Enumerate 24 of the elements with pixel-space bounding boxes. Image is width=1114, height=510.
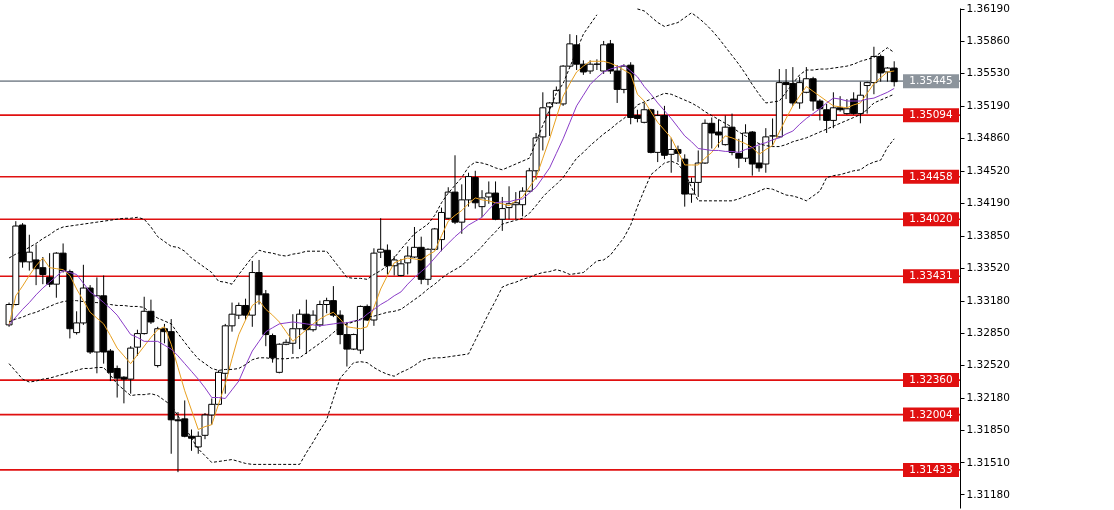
y-tick-label: 1.33850	[966, 229, 1010, 242]
ref-line-label: 1.35445	[909, 74, 953, 87]
ref-line-label: 1.32004	[909, 407, 954, 420]
y-tick-label: 1.31180	[966, 487, 1010, 500]
ref-line-label: 1.34458	[909, 169, 953, 182]
y-tick-label: 1.31510	[966, 455, 1010, 468]
y-tick-label: 1.35530	[966, 66, 1010, 79]
ref-line-label: 1.35094	[909, 108, 954, 121]
ref-line-label: 1.34020	[909, 212, 953, 225]
y-tick-label: 1.31850	[966, 423, 1010, 436]
y-tick-label: 1.33520	[966, 261, 1010, 274]
y-tick-label: 1.34860	[966, 131, 1010, 144]
y-tick-label: 1.32850	[966, 326, 1010, 339]
ref-line-label: 1.33431	[909, 269, 953, 282]
ref-line-label: 1.31433	[909, 462, 953, 475]
y-tick-label: 1.36190	[966, 2, 1010, 15]
y-tick-label: 1.35190	[966, 99, 1010, 112]
y-tick-label: 1.33180	[966, 294, 1010, 307]
y-tick-label: 1.35860	[966, 34, 1010, 47]
y-tick-label: 1.34190	[966, 196, 1010, 209]
y-tick-label: 1.34520	[966, 164, 1010, 177]
y-tick-label: 1.32180	[966, 391, 1010, 404]
ref-line-label: 1.32360	[909, 373, 953, 386]
y-tick-label: 1.32520	[966, 358, 1010, 371]
